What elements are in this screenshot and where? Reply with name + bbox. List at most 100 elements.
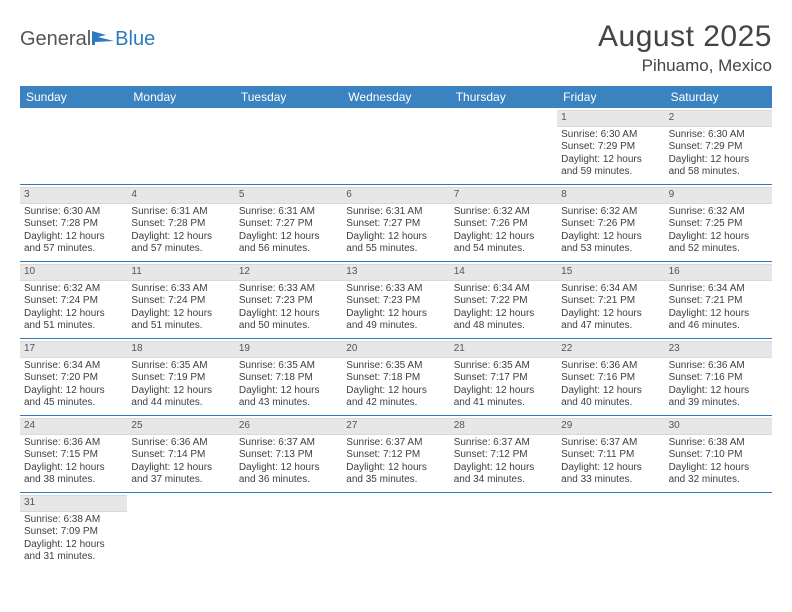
- sunrise-line: Sunrise: 6:36 AM: [131, 437, 230, 450]
- title-block: August 2025 Pihuamo, Mexico: [598, 20, 772, 76]
- sunrise-line: Sunrise: 6:31 AM: [346, 206, 445, 219]
- daylight-line-1: Daylight: 12 hours: [561, 231, 660, 244]
- daylight-line-1: Daylight: 12 hours: [239, 308, 338, 321]
- daylight-line-1: Daylight: 12 hours: [561, 385, 660, 398]
- daylight-line-1: Daylight: 12 hours: [454, 308, 553, 321]
- calendar-day: 6Sunrise: 6:31 AMSunset: 7:27 PMDaylight…: [342, 185, 449, 261]
- weekday-header: Monday: [127, 86, 234, 108]
- daylight-line-2: and 39 minutes.: [669, 397, 768, 410]
- day-number: 10: [20, 264, 127, 281]
- daylight-line-1: Daylight: 12 hours: [24, 231, 123, 244]
- day-number: 29: [557, 418, 664, 435]
- daylight-line-2: and 36 minutes.: [239, 474, 338, 487]
- daylight-line-2: and 34 minutes.: [454, 474, 553, 487]
- day-number: 20: [342, 341, 449, 358]
- sunset-line: Sunset: 7:28 PM: [131, 218, 230, 231]
- daylight-line-1: Daylight: 12 hours: [346, 231, 445, 244]
- calendar-day: 15Sunrise: 6:34 AMSunset: 7:21 PMDayligh…: [557, 262, 664, 338]
- sunrise-line: Sunrise: 6:37 AM: [561, 437, 660, 450]
- sunset-line: Sunset: 7:18 PM: [346, 372, 445, 385]
- weekday-header: Saturday: [665, 86, 772, 108]
- calendar-day: 26Sunrise: 6:37 AMSunset: 7:13 PMDayligh…: [235, 416, 342, 492]
- daylight-line-2: and 40 minutes.: [561, 397, 660, 410]
- sunrise-line: Sunrise: 6:30 AM: [669, 129, 768, 142]
- sunset-line: Sunset: 7:19 PM: [131, 372, 230, 385]
- sunset-line: Sunset: 7:13 PM: [239, 449, 338, 462]
- sunrise-line: Sunrise: 6:34 AM: [454, 283, 553, 296]
- daylight-line-2: and 31 minutes.: [24, 551, 123, 564]
- daylight-line-2: and 52 minutes.: [669, 243, 768, 256]
- sunrise-line: Sunrise: 6:34 AM: [669, 283, 768, 296]
- sunrise-line: Sunrise: 6:34 AM: [24, 360, 123, 373]
- calendar-day: 14Sunrise: 6:34 AMSunset: 7:22 PMDayligh…: [450, 262, 557, 338]
- calendar-day: 16Sunrise: 6:34 AMSunset: 7:21 PMDayligh…: [665, 262, 772, 338]
- daylight-line-1: Daylight: 12 hours: [669, 154, 768, 167]
- calendar-day: 7Sunrise: 6:32 AMSunset: 7:26 PMDaylight…: [450, 185, 557, 261]
- daylight-line-2: and 33 minutes.: [561, 474, 660, 487]
- day-number: 18: [127, 341, 234, 358]
- calendar-day: 19Sunrise: 6:35 AMSunset: 7:18 PMDayligh…: [235, 339, 342, 415]
- day-number: 9: [665, 187, 772, 204]
- sunrise-line: Sunrise: 6:37 AM: [454, 437, 553, 450]
- daylight-line-1: Daylight: 12 hours: [454, 231, 553, 244]
- day-number: 31: [20, 495, 127, 512]
- calendar-day: 3Sunrise: 6:30 AMSunset: 7:28 PMDaylight…: [20, 185, 127, 261]
- calendar-day: 30Sunrise: 6:38 AMSunset: 7:10 PMDayligh…: [665, 416, 772, 492]
- calendar-day-empty: [342, 108, 449, 184]
- calendar-day: 10Sunrise: 6:32 AMSunset: 7:24 PMDayligh…: [20, 262, 127, 338]
- sunrise-line: Sunrise: 6:35 AM: [131, 360, 230, 373]
- daylight-line-1: Daylight: 12 hours: [454, 385, 553, 398]
- daylight-line-2: and 51 minutes.: [24, 320, 123, 333]
- daylight-line-1: Daylight: 12 hours: [131, 462, 230, 475]
- day-number: 4: [127, 187, 234, 204]
- sunset-line: Sunset: 7:21 PM: [561, 295, 660, 308]
- weekday-header: Thursday: [450, 86, 557, 108]
- sunset-line: Sunset: 7:24 PM: [24, 295, 123, 308]
- daylight-line-1: Daylight: 12 hours: [24, 462, 123, 475]
- day-number: 17: [20, 341, 127, 358]
- calendar-day-empty: [342, 493, 449, 569]
- sunset-line: Sunset: 7:10 PM: [669, 449, 768, 462]
- daylight-line-1: Daylight: 12 hours: [346, 385, 445, 398]
- sunrise-line: Sunrise: 6:35 AM: [239, 360, 338, 373]
- sunrise-line: Sunrise: 6:33 AM: [239, 283, 338, 296]
- calendar-day: 9Sunrise: 6:32 AMSunset: 7:25 PMDaylight…: [665, 185, 772, 261]
- weekday-header-row: SundayMondayTuesdayWednesdayThursdayFrid…: [20, 86, 772, 108]
- calendar-day: 18Sunrise: 6:35 AMSunset: 7:19 PMDayligh…: [127, 339, 234, 415]
- calendar-day: 12Sunrise: 6:33 AMSunset: 7:23 PMDayligh…: [235, 262, 342, 338]
- daylight-line-2: and 51 minutes.: [131, 320, 230, 333]
- daylight-line-2: and 58 minutes.: [669, 166, 768, 179]
- daylight-line-2: and 56 minutes.: [239, 243, 338, 256]
- daylight-line-2: and 48 minutes.: [454, 320, 553, 333]
- daylight-line-1: Daylight: 12 hours: [239, 231, 338, 244]
- sunset-line: Sunset: 7:26 PM: [561, 218, 660, 231]
- day-number: 30: [665, 418, 772, 435]
- sunset-line: Sunset: 7:14 PM: [131, 449, 230, 462]
- page-title: August 2025: [598, 20, 772, 54]
- weekday-header: Sunday: [20, 86, 127, 108]
- calendar-day: 2Sunrise: 6:30 AMSunset: 7:29 PMDaylight…: [665, 108, 772, 184]
- day-number: 8: [557, 187, 664, 204]
- calendar-day: 29Sunrise: 6:37 AMSunset: 7:11 PMDayligh…: [557, 416, 664, 492]
- daylight-line-2: and 49 minutes.: [346, 320, 445, 333]
- daylight-line-1: Daylight: 12 hours: [131, 231, 230, 244]
- sunset-line: Sunset: 7:20 PM: [24, 372, 123, 385]
- daylight-line-2: and 45 minutes.: [24, 397, 123, 410]
- calendar-day-empty: [450, 493, 557, 569]
- sunrise-line: Sunrise: 6:36 AM: [669, 360, 768, 373]
- day-number: 24: [20, 418, 127, 435]
- calendar-day-empty: [235, 493, 342, 569]
- calendar-day: 23Sunrise: 6:36 AMSunset: 7:16 PMDayligh…: [665, 339, 772, 415]
- calendar-day: 31Sunrise: 6:38 AMSunset: 7:09 PMDayligh…: [20, 493, 127, 569]
- day-number: 26: [235, 418, 342, 435]
- day-number: 14: [450, 264, 557, 281]
- calendar-day: 13Sunrise: 6:33 AMSunset: 7:23 PMDayligh…: [342, 262, 449, 338]
- daylight-line-1: Daylight: 12 hours: [561, 308, 660, 321]
- daylight-line-2: and 43 minutes.: [239, 397, 338, 410]
- calendar-day: 20Sunrise: 6:35 AMSunset: 7:18 PMDayligh…: [342, 339, 449, 415]
- day-number: 13: [342, 264, 449, 281]
- calendar-day: 4Sunrise: 6:31 AMSunset: 7:28 PMDaylight…: [127, 185, 234, 261]
- sunset-line: Sunset: 7:15 PM: [24, 449, 123, 462]
- daylight-line-1: Daylight: 12 hours: [239, 385, 338, 398]
- sunset-line: Sunset: 7:11 PM: [561, 449, 660, 462]
